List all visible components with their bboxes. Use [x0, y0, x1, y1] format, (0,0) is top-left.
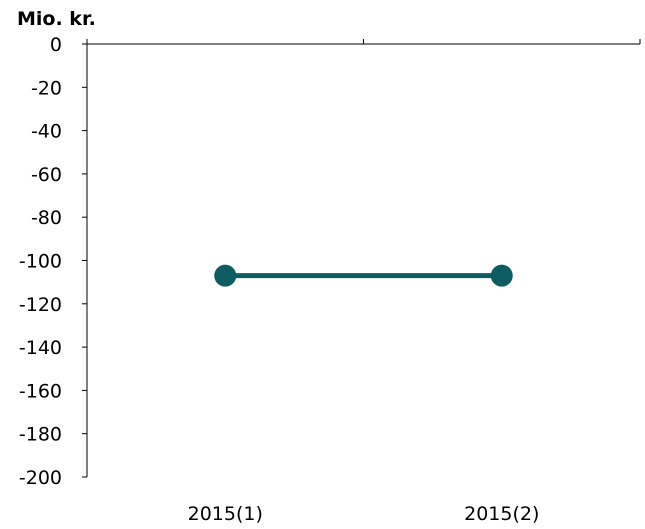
y-tick-label: -60	[31, 164, 62, 186]
y-tick-label: -20	[31, 77, 62, 99]
series-layer	[214, 264, 513, 287]
y-tick-label: -80	[31, 207, 62, 229]
y-tick-label: -140	[19, 337, 62, 359]
y-axis: 0 -20 -40 -60 -80 -100 -120 -140 -160 -180 -200	[19, 34, 88, 489]
data-point	[214, 264, 237, 287]
x-axis-labels: 2015(1) 2015(2)	[188, 503, 540, 525]
x-tick-label: 2015(1)	[188, 503, 263, 525]
y-tick-label: -200	[19, 467, 62, 489]
x-tick-label: 2015(2)	[464, 503, 539, 525]
y-tick-label: -40	[31, 121, 62, 143]
y-tick-label: -160	[19, 380, 62, 402]
y-tick-label: 0	[50, 34, 62, 56]
y-tick-label: -180	[19, 424, 62, 446]
data-point	[490, 264, 513, 287]
x-axis	[86, 39, 641, 45]
y-axis-unit-label: Mio. kr.	[17, 8, 96, 30]
y-tick-label: -100	[19, 251, 62, 273]
y-tick-label: -120	[19, 294, 62, 316]
